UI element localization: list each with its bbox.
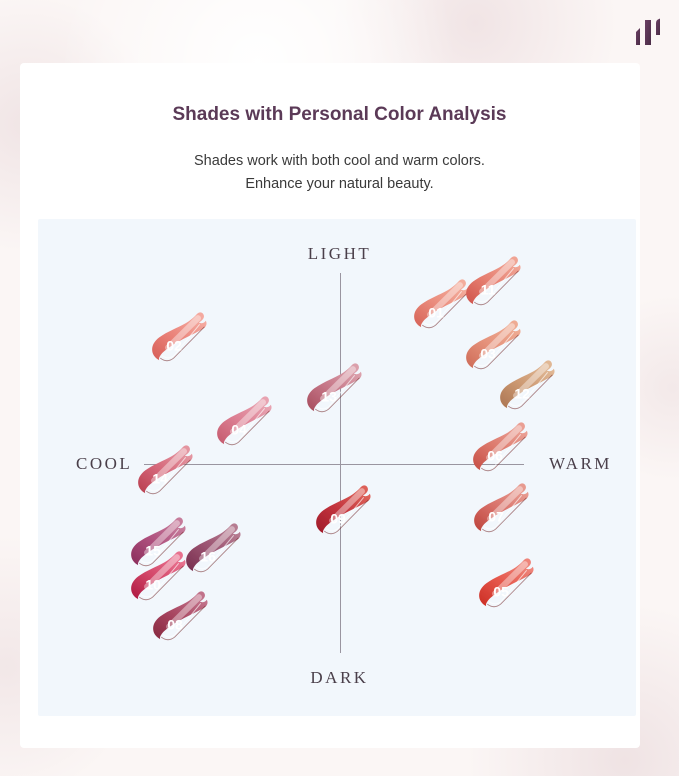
svg-text:12: 12 bbox=[515, 385, 531, 401]
svg-text:01: 01 bbox=[429, 304, 445, 320]
svg-text:05: 05 bbox=[494, 583, 510, 599]
svg-text:11: 11 bbox=[481, 281, 496, 297]
svg-text:07: 07 bbox=[489, 508, 505, 524]
svg-text:02: 02 bbox=[167, 337, 183, 353]
svg-text:13: 13 bbox=[322, 388, 338, 404]
svg-text:15: 15 bbox=[146, 542, 162, 558]
svg-text:04: 04 bbox=[232, 421, 248, 437]
svg-text:03: 03 bbox=[481, 345, 497, 361]
svg-text:06: 06 bbox=[488, 447, 504, 463]
svg-text:16: 16 bbox=[201, 548, 217, 564]
svg-text:14: 14 bbox=[153, 470, 169, 486]
svg-text:08: 08 bbox=[168, 616, 184, 632]
svg-text:09: 09 bbox=[331, 510, 347, 526]
